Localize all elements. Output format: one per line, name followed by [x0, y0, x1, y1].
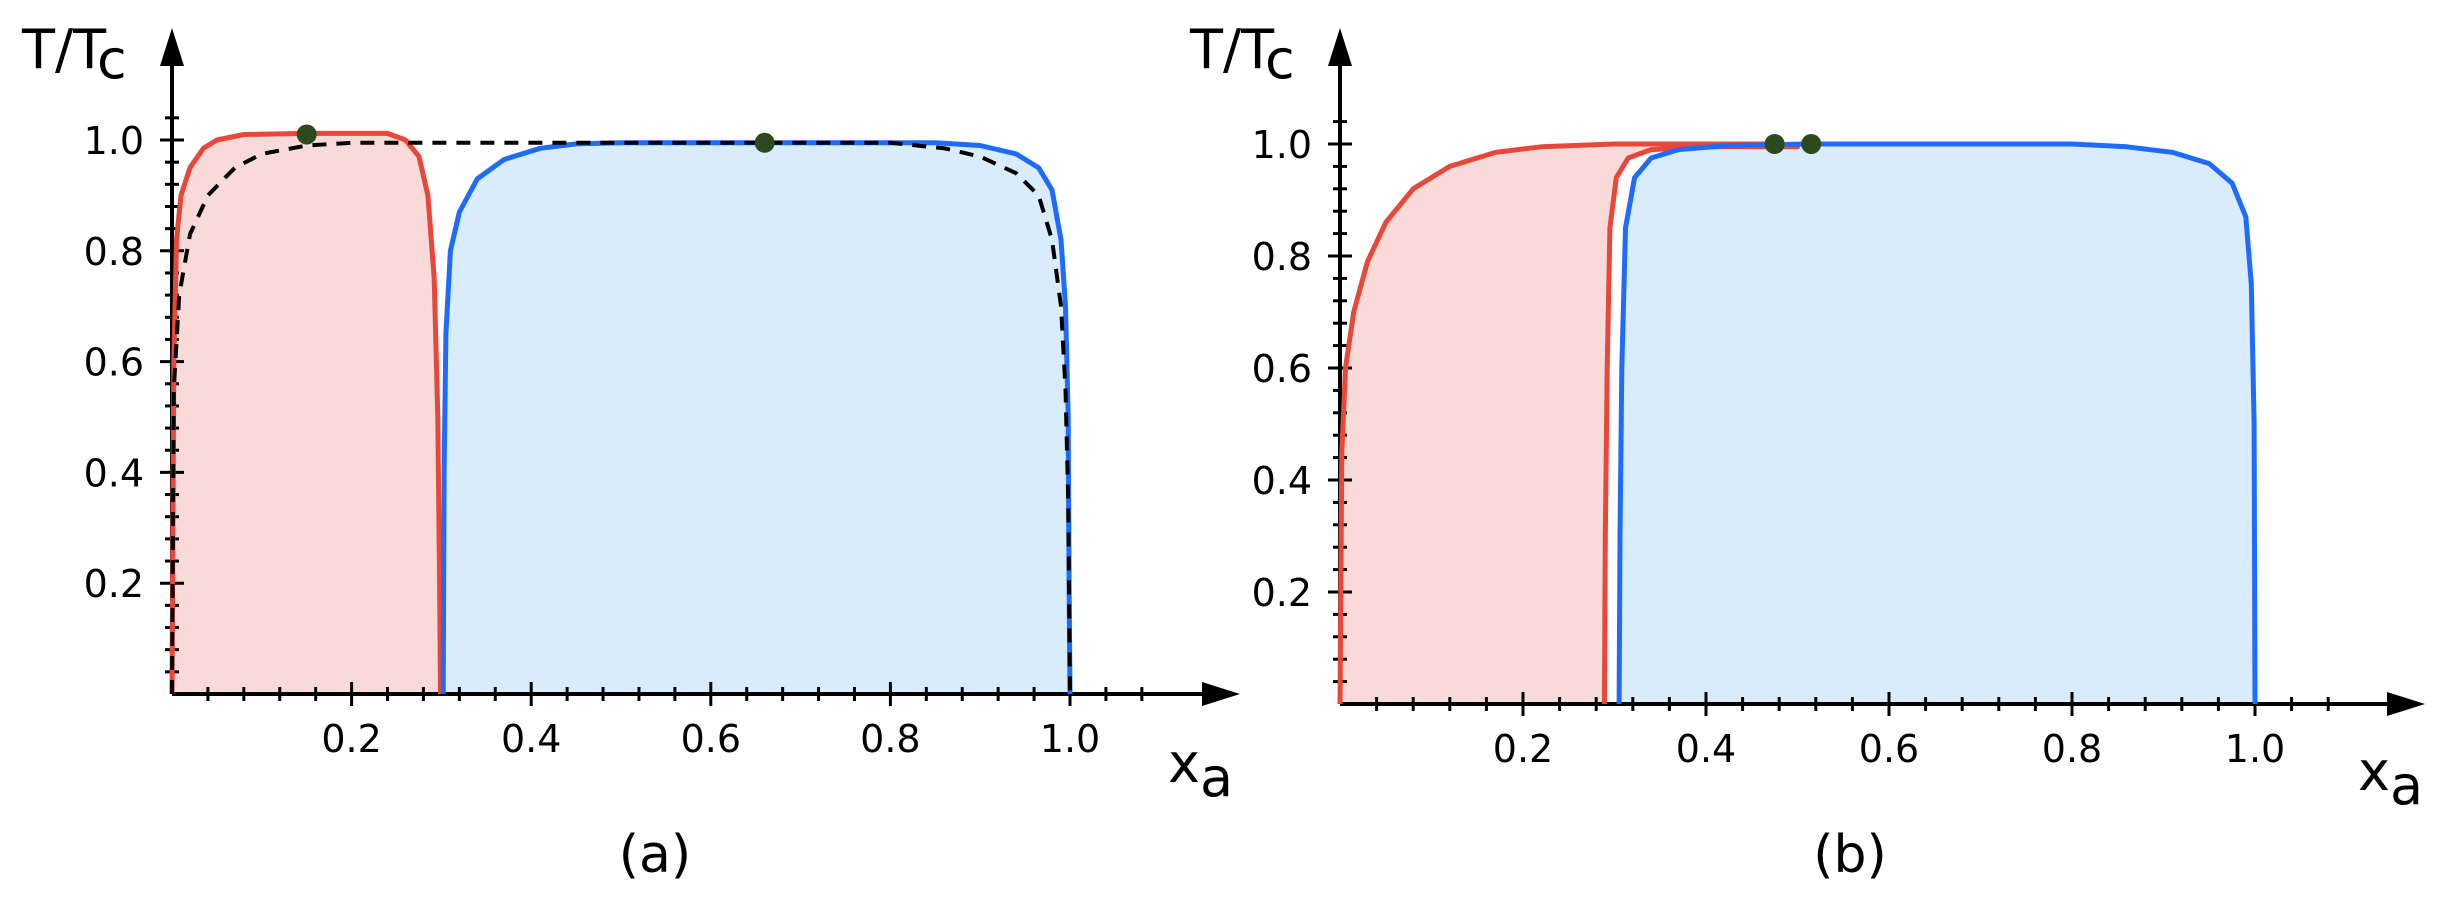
- series-fill-blue: [443, 142, 1070, 695]
- y-tick-label: 0.2: [1252, 571, 1312, 615]
- y-tick-label: 1.0: [84, 119, 144, 163]
- y-tick-label: 0.4: [84, 451, 144, 495]
- x-tick-label: 1.0: [1040, 717, 1100, 761]
- panel-a: 0.2 0.4 0.6 0.8 1.0 0.2 0.4 0.6 0.8 1.0 T/Tc xa (a): [21, 18, 1240, 885]
- panel-label: (a): [619, 825, 691, 885]
- y-tick-label: 0.6: [84, 341, 144, 385]
- panel-label: (b): [1813, 825, 1887, 885]
- x-tick-label: 0.2: [321, 717, 381, 761]
- series-fill-blue: [1619, 144, 2255, 704]
- y-tick-label: 0.6: [1252, 347, 1312, 391]
- x-axis-title: xa: [2358, 740, 2423, 817]
- x-tick-label: 0.6: [1859, 727, 1919, 771]
- x-tick-label: 0.4: [1676, 727, 1736, 771]
- series-fill-red: [1340, 144, 1798, 704]
- x-axis-arrow: [2387, 692, 2425, 716]
- series-fill-red: [172, 133, 441, 694]
- x-tick-label: 0.8: [860, 717, 920, 761]
- y-tick-label: 0.4: [1252, 459, 1312, 503]
- y-axis-arrow: [1328, 28, 1352, 66]
- x-tick-label: 0.4: [501, 717, 561, 761]
- y-axis-title: T/Tc: [21, 18, 127, 91]
- panel-b: 0.2 0.4 0.6 0.8 1.0 0.2 0.4 0.6 0.8 1.0 T/Tc xa (b): [1189, 18, 2425, 885]
- critical-point-marker: [296, 124, 317, 145]
- critical-point-marker: [754, 132, 775, 153]
- y-axis-arrow: [160, 28, 184, 66]
- critical-point-marker: [1764, 134, 1785, 154]
- critical-point-marker: [1801, 134, 1822, 154]
- y-tick-label: 0.8: [1252, 235, 1312, 279]
- series-line-blue: [1616, 141, 2258, 705]
- y-tick-label: 0.8: [84, 230, 144, 274]
- x-axis-title: xa: [1168, 732, 1233, 809]
- x-tick-label: 1.0: [2225, 727, 2285, 771]
- x-tick-label: 0.2: [1493, 727, 1553, 771]
- y-tick-label: 0.2: [84, 562, 144, 606]
- y-tick-label: 1.0: [1252, 123, 1312, 167]
- y-axis-title: T/Tc: [1189, 18, 1295, 91]
- x-tick-label: 0.6: [681, 717, 741, 761]
- x-tick-label: 0.8: [2042, 727, 2102, 771]
- x-axis-arrow: [1202, 682, 1240, 706]
- series-line-red: [1337, 141, 1800, 705]
